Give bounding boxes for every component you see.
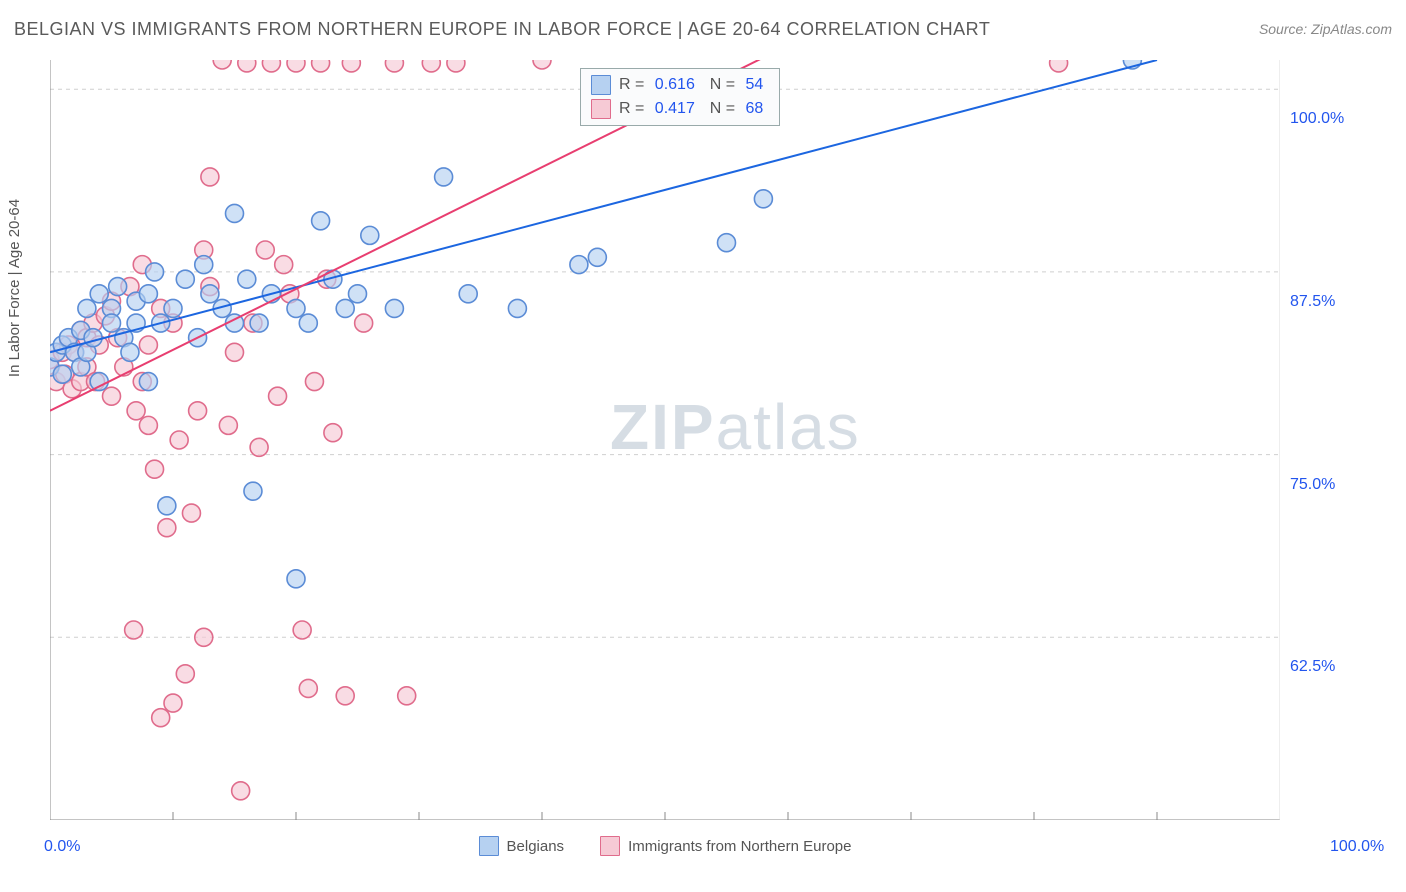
y-tick-label: 87.5%: [1290, 293, 1335, 311]
legend-swatch: [591, 75, 611, 95]
chart-title: BELGIAN VS IMMIGRANTS FROM NORTHERN EURO…: [14, 19, 990, 40]
y-tick-labels: 62.5% 75.0% 87.5% 100.0%: [1290, 60, 1400, 820]
y-tick-label: 75.0%: [1290, 476, 1335, 494]
corr-legend-row: R = 0.417 N = 68: [591, 97, 769, 121]
plot-area: ZIPatlas R = 0.616 N = 54R = 0.417 N = 6…: [50, 60, 1280, 820]
corr-legend-row: R = 0.616 N = 54: [591, 73, 769, 97]
x-tick-max: 100.0%: [1330, 838, 1384, 856]
x-tick-min: 0.0%: [44, 838, 80, 856]
correlation-legend: R = 0.616 N = 54R = 0.417 N = 68: [580, 68, 780, 126]
x-tick-labels: 0.0% 100.0%: [50, 838, 1390, 878]
chart-source: Source: ZipAtlas.com: [1259, 21, 1392, 37]
y-axis-label: In Labor Force | Age 20-64: [6, 0, 23, 668]
scatter-svg: [50, 60, 1280, 820]
y-tick-label: 100.0%: [1290, 110, 1344, 128]
legend-swatch: [591, 99, 611, 119]
y-tick-label: 62.5%: [1290, 658, 1335, 676]
